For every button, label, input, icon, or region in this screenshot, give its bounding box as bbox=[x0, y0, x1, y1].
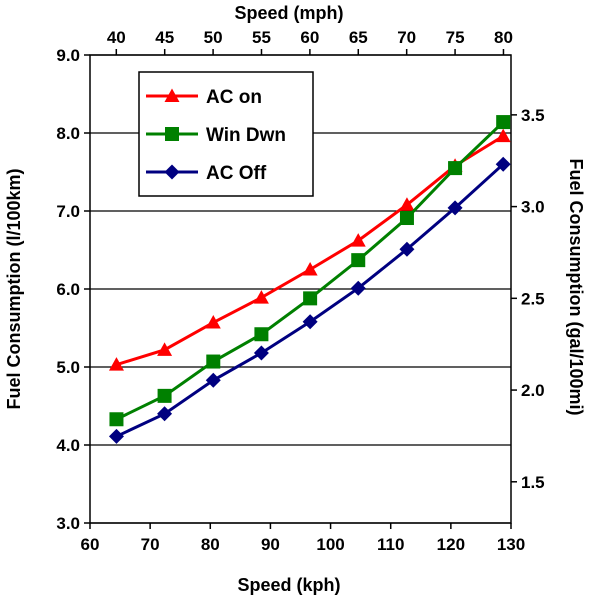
bottom-tick-label-3: 90 bbox=[261, 535, 280, 554]
point-win-dwn-2 bbox=[206, 354, 221, 369]
right-tick-label-3: 3.0 bbox=[521, 198, 545, 217]
left-tick-label-2: 5.0 bbox=[56, 358, 80, 377]
left-tick-label-6: 9.0 bbox=[56, 46, 80, 65]
point-win-dwn-3 bbox=[254, 327, 269, 342]
point-ac-on-5 bbox=[350, 233, 366, 247]
point-ac-on-8 bbox=[495, 128, 511, 143]
top-tick-label-6: 70 bbox=[397, 28, 416, 47]
right-axis-label: Fuel Consumption (gal/100mi) bbox=[566, 158, 586, 415]
series-layer bbox=[108, 115, 511, 444]
point-ac-off-7 bbox=[447, 200, 463, 216]
point-win-dwn-8 bbox=[496, 115, 511, 130]
legend-marker-ac-on bbox=[164, 88, 180, 102]
point-ac-on-3 bbox=[253, 290, 269, 304]
top-tick-label-8: 80 bbox=[494, 28, 513, 47]
point-ac-off-2 bbox=[205, 372, 221, 388]
bottom-tick-label-5: 110 bbox=[377, 535, 404, 554]
point-ac-on-1 bbox=[157, 342, 173, 356]
point-ac-off-3 bbox=[253, 345, 269, 361]
point-ac-off-4 bbox=[302, 314, 318, 330]
top-tick-label-0: 40 bbox=[107, 28, 126, 47]
right-tick-label-0: 1.5 bbox=[521, 473, 545, 492]
point-ac-off-8 bbox=[495, 156, 511, 172]
point-ac-off-5 bbox=[350, 280, 366, 296]
top-tick-label-5: 65 bbox=[349, 28, 368, 47]
bottom-tick-label-0: 60 bbox=[81, 535, 100, 554]
top-tick-label-3: 55 bbox=[252, 28, 271, 47]
series-ac-off bbox=[108, 156, 511, 444]
left-tick-label-0: 3.0 bbox=[56, 514, 80, 533]
point-win-dwn-7 bbox=[448, 161, 463, 176]
point-ac-off-6 bbox=[399, 241, 415, 257]
left-tick-label-5: 8.0 bbox=[56, 124, 80, 143]
axis-ticks: 60 70 80 90 100 110 120 130 40 45 50 55 60 65 70 75 80 3.… bbox=[56, 28, 544, 554]
right-tick-label-1: 2.0 bbox=[521, 381, 545, 400]
bottom-tick-label-1: 70 bbox=[141, 535, 160, 554]
top-tick-label-1: 45 bbox=[155, 28, 174, 47]
bottom-tick-label-4: 100 bbox=[316, 535, 344, 554]
point-ac-on-4 bbox=[302, 262, 318, 276]
point-ac-off-1 bbox=[157, 406, 173, 422]
series-ac-on bbox=[108, 128, 511, 371]
bottom-tick-label-2: 80 bbox=[201, 535, 220, 554]
point-win-dwn-0 bbox=[109, 412, 124, 427]
legend-label-win-dwn: Win Dwn bbox=[206, 125, 286, 146]
bottom-axis-label: Speed (kph) bbox=[237, 575, 340, 595]
point-win-dwn-4 bbox=[303, 291, 318, 306]
bottom-tick-label-6: 120 bbox=[437, 535, 465, 554]
left-tick-label-4: 7.0 bbox=[56, 202, 80, 221]
series-win-dwn bbox=[109, 115, 511, 427]
point-ac-on-0 bbox=[108, 357, 124, 371]
legend-marker-win-dwn bbox=[165, 127, 179, 141]
right-tick-label-2: 2.5 bbox=[521, 289, 545, 308]
point-ac-on-2 bbox=[205, 315, 221, 329]
left-tick-label-1: 4.0 bbox=[56, 436, 80, 455]
right-tick-label-4: 3.5 bbox=[521, 106, 545, 125]
bottom-tick-label-7: 130 bbox=[497, 535, 525, 554]
point-win-dwn-1 bbox=[157, 388, 172, 403]
top-tick-label-7: 75 bbox=[446, 28, 465, 47]
left-tick-label-3: 6.0 bbox=[56, 280, 80, 299]
point-ac-on-6 bbox=[399, 197, 415, 211]
left-axis-label: Fuel Consumption (l/100km) bbox=[4, 168, 24, 409]
top-tick-label-2: 50 bbox=[204, 28, 223, 47]
legend-label-ac-off: AC Off bbox=[206, 163, 267, 184]
legend-marker-ac-off bbox=[164, 164, 180, 180]
legend: AC on Win Dwn AC Off bbox=[138, 71, 314, 197]
legend-label-ac-on: AC on bbox=[206, 87, 262, 108]
point-ac-off-0 bbox=[108, 428, 124, 444]
top-tick-label-4: 60 bbox=[300, 28, 319, 47]
point-win-dwn-6 bbox=[399, 211, 414, 226]
top-axis-label: Speed (mph) bbox=[234, 3, 343, 23]
point-win-dwn-5 bbox=[351, 253, 366, 268]
